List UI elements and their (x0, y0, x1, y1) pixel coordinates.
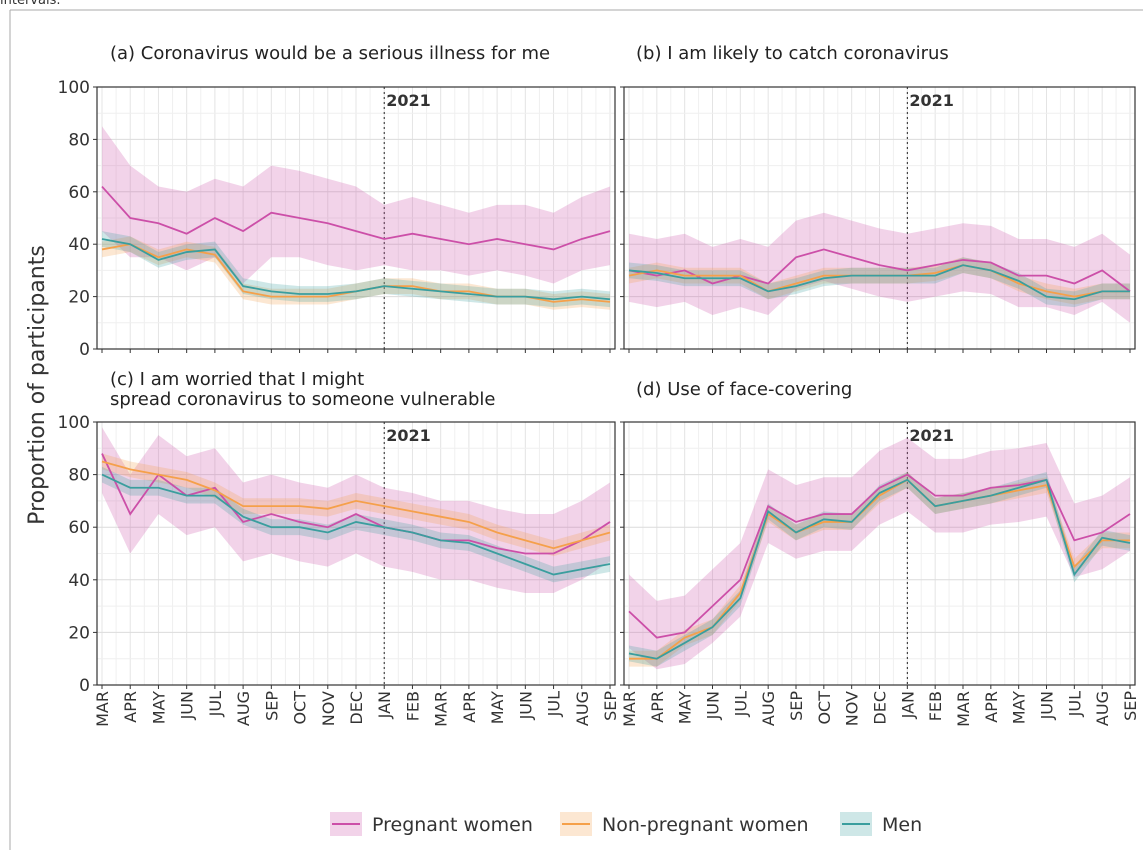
confidence-band (102, 466, 610, 583)
x-tick-label: SEP (601, 691, 620, 721)
x-tick-label: MAY (1010, 691, 1029, 725)
confidence-band (102, 236, 610, 310)
x-tick-label: MAR (954, 691, 973, 727)
x-tick-label: DEC (871, 691, 890, 725)
x-tick-label: APR (982, 691, 1001, 723)
caption-fragment: intervals. (0, 0, 60, 8)
confidence-band (102, 453, 610, 557)
x-tick-label: APR (121, 691, 140, 723)
y-tick-label: 0 (79, 676, 90, 696)
series-line (628, 478, 1131, 660)
x-tick-label: AUG (573, 691, 592, 726)
legend-label: Pregnant women (372, 814, 533, 836)
panel-title: (a) Coronavirus would be a serious illne… (110, 43, 551, 64)
confidence-band (102, 231, 610, 308)
x-tick-label: AUG (759, 691, 778, 726)
x-tick-label: MAY (488, 691, 507, 725)
y-tick-label: 100 (58, 413, 90, 433)
x-tick-label: JUN (704, 691, 723, 720)
x-tick-label: OCT (815, 691, 834, 725)
x-tick-label: JUL (1065, 691, 1084, 717)
year-annotation: 2021 (386, 91, 431, 110)
confidence-band (102, 427, 610, 593)
x-tick-label: MAY (676, 691, 695, 725)
confidence-band (629, 471, 1130, 667)
confidence-band (629, 437, 1130, 670)
x-tick-label: APR (648, 691, 667, 723)
y-tick-label: 80 (68, 130, 90, 150)
y-axis-label: Proportion of participants (25, 245, 50, 525)
x-tick-label: FEB (403, 691, 422, 721)
y-tick-label: 60 (68, 183, 90, 203)
x-tick-label: MAR (432, 691, 451, 727)
series-line (101, 473, 611, 576)
x-tick-label: MAR (620, 691, 639, 727)
confidence-band (629, 212, 1130, 323)
series-line (101, 460, 611, 550)
x-tick-label: MAY (149, 691, 168, 725)
confidence-band (629, 257, 1130, 305)
series-line (628, 248, 1131, 293)
year-annotation: 2021 (386, 426, 431, 445)
x-tick-label: JUL (545, 691, 564, 717)
y-tick-label: 100 (58, 78, 90, 98)
x-tick-label: JUL (206, 691, 225, 717)
x-tick-label: AUG (1093, 691, 1112, 726)
year-annotation: 2021 (909, 426, 954, 445)
x-tick-label: JAN (375, 691, 394, 719)
x-tick-label: DEC (347, 691, 366, 725)
y-tick-label: 40 (68, 235, 90, 255)
x-tick-label: NOV (843, 691, 862, 726)
series-line (101, 185, 611, 251)
panel-title: (c) I am worried that I might spread cor… (110, 369, 496, 410)
confidence-band (629, 471, 1130, 667)
x-tick-label: JUN (178, 691, 197, 720)
x-tick-label: NOV (319, 691, 338, 726)
x-tick-label: MAR (93, 691, 112, 727)
year-annotation: 2021 (909, 91, 954, 110)
series-line (101, 238, 611, 301)
legend-label: Non-pregnant women (602, 814, 809, 836)
x-tick-label: JUN (516, 691, 535, 720)
x-tick-label: SEP (262, 691, 281, 721)
x-tick-label: AUG (234, 691, 253, 726)
x-tick-label: JUL (731, 691, 750, 717)
panel-title: (d) Use of face-covering (636, 379, 853, 400)
x-tick-label: SEP (1121, 691, 1140, 721)
x-tick-label: SEP (787, 691, 806, 721)
x-tick-label: FEB (926, 691, 945, 721)
series-line (628, 264, 1130, 301)
x-tick-label: APR (460, 691, 479, 723)
y-tick-label: 0 (79, 340, 90, 360)
y-tick-label: 60 (68, 518, 90, 538)
legend-label: Men (882, 814, 922, 836)
panel-title: (b) I am likely to catch coronavirus (636, 43, 949, 64)
y-tick-label: 20 (68, 288, 90, 308)
y-tick-label: 20 (68, 623, 90, 643)
confidence-band (102, 126, 610, 284)
x-tick-label: JUN (1038, 691, 1057, 720)
x-tick-label: OCT (291, 691, 310, 725)
y-tick-label: 80 (68, 466, 90, 486)
y-tick-label: 40 (68, 571, 90, 591)
x-tick-label: JAN (898, 691, 917, 719)
